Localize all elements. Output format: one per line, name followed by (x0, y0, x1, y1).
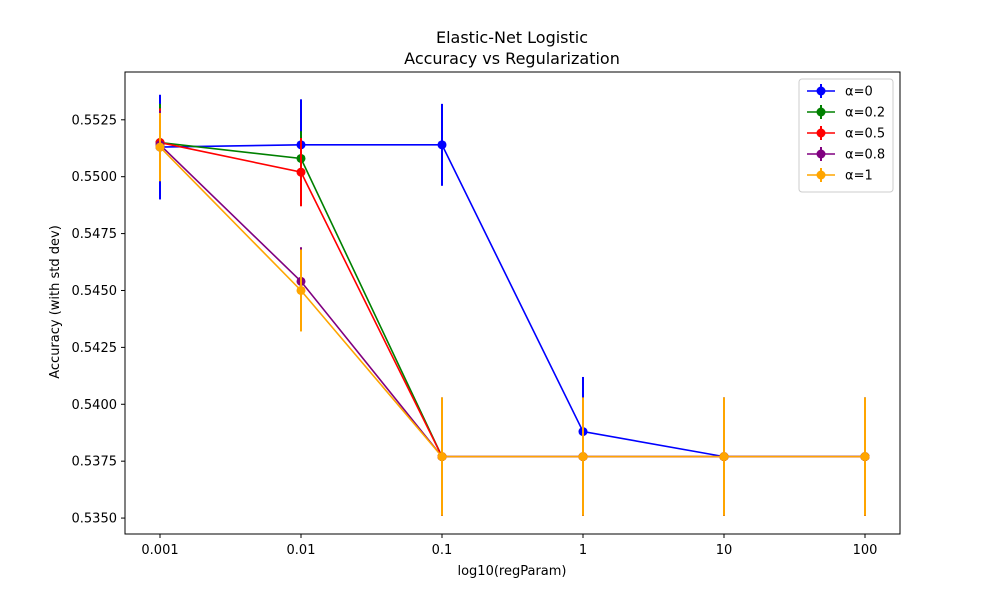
series-line (159, 146, 865, 458)
plot-area (155, 94, 870, 516)
legend-box (798, 78, 894, 193)
x-tick-label: 0.1 (432, 543, 453, 558)
legend-item: α=0.8 (807, 147, 885, 163)
y-axis-label: Accuracy (with std dev) (48, 225, 63, 379)
series-4 (155, 112, 870, 516)
data-point (860, 452, 870, 462)
legend: α=0 α=0.2 α=0.5 α=0.8 α=1 (798, 78, 894, 193)
data-point (719, 452, 729, 462)
data-point (578, 452, 588, 462)
data-point (437, 140, 447, 150)
data-point (296, 285, 306, 295)
y-tick-label: 0.5500 (72, 170, 118, 185)
legend-item: α=0.5 (807, 126, 885, 142)
plot-frame (124, 71, 901, 535)
y-tick-label: 0.5400 (72, 398, 118, 413)
axes: 0.001 0.01 0.1 1 10 100 0.5350 0.5375 0.5400 0.54… (72, 71, 901, 558)
legend-marker (816, 149, 826, 159)
x-tick-label: 10 (716, 543, 733, 558)
y-tick-label: 0.5350 (72, 512, 118, 527)
legend-label: α=1 (845, 169, 873, 184)
legend-label: α=0.2 (845, 106, 885, 121)
x-tick-label: 0.001 (141, 543, 178, 558)
y-tick-label: 0.5475 (72, 227, 118, 242)
legend-label: α=0.5 (845, 127, 885, 142)
chart-title: Elastic-Net Logistic (436, 28, 588, 47)
legend-item: α=1 (807, 168, 873, 184)
x-axis-label: log10(regParam) (457, 564, 566, 579)
data-point (296, 167, 306, 177)
legend-marker (816, 170, 826, 180)
legend-label: α=0 (845, 85, 873, 100)
legend-item: α=0 (807, 84, 873, 100)
x-tick-label: 100 (853, 543, 878, 558)
legend-item: α=0.2 (807, 105, 885, 121)
y-tick-label: 0.5450 (72, 284, 118, 299)
chart-subtitle: Accuracy vs Regularization (404, 49, 620, 68)
data-point (437, 452, 447, 462)
legend-marker (816, 86, 826, 96)
data-point (155, 142, 165, 152)
legend-label: α=0.8 (845, 148, 885, 163)
y-tick-label: 0.5425 (72, 341, 118, 356)
legend-marker (816, 128, 826, 138)
y-tick-label: 0.5525 (72, 113, 118, 128)
y-tick-label: 0.5375 (72, 455, 118, 470)
x-tick-label: 1 (579, 543, 587, 558)
legend-marker (816, 107, 826, 117)
x-tick-label: 0.01 (287, 543, 316, 558)
